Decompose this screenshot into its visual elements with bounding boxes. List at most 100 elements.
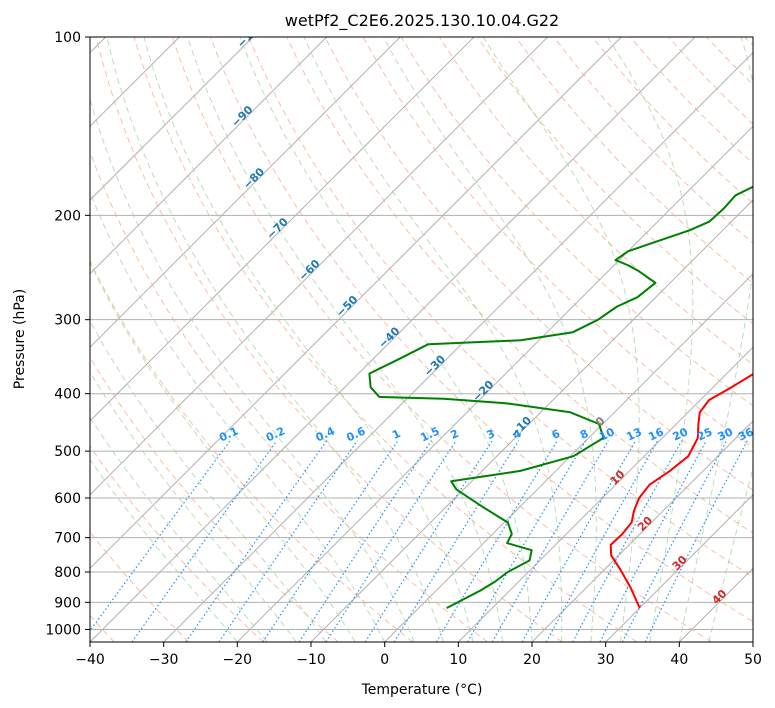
mixing-ratio-line xyxy=(185,440,328,642)
x-tick-label: −40 xyxy=(75,652,105,668)
gridlines xyxy=(90,37,753,642)
x-axis-title: Temperature (°C) xyxy=(361,682,483,698)
mixing-ratio-line xyxy=(644,440,748,642)
moist-adiabat-line xyxy=(106,37,445,642)
isotherm-line xyxy=(457,346,753,642)
dry-adiabat-line xyxy=(553,37,753,244)
dewpoint-line xyxy=(368,185,753,609)
moist-adiabat-line xyxy=(678,37,753,642)
mixing-ratio-line xyxy=(572,440,683,642)
dry-adiabat-label: −30 xyxy=(422,352,449,379)
x-tick-label: −20 xyxy=(223,652,253,668)
temperature-line xyxy=(609,373,753,609)
isotherm-line xyxy=(752,641,753,642)
dry-adiabat-line xyxy=(90,445,264,642)
isotherm-line xyxy=(90,37,328,275)
x-tick-label: 40 xyxy=(670,652,688,668)
mixing-ratio-label: 20 xyxy=(671,425,691,443)
isotherm-line xyxy=(605,493,753,642)
dry-adiabat-line xyxy=(744,37,753,47)
mixing-ratio-label: 36 xyxy=(736,425,756,443)
moist-adiabat-line xyxy=(708,466,753,642)
mixing-ratio-label: 1 xyxy=(390,427,402,442)
mixing-ratio-label: 0.4 xyxy=(314,424,337,444)
plot-frame xyxy=(89,36,754,643)
moist-adiabat-line xyxy=(90,370,297,642)
dry-adiabat-line xyxy=(133,37,638,642)
moist-adiabat-line xyxy=(187,37,503,642)
sounding-series xyxy=(368,185,753,609)
moist-adiabat-line xyxy=(90,416,268,642)
y-tick-label: 1000 xyxy=(45,622,81,638)
dry-adiabat-label: −90 xyxy=(229,103,256,130)
dry-adiabat-line xyxy=(248,37,753,578)
dry-adiabat-line xyxy=(171,37,712,642)
mixing-ratio-label: 0.2 xyxy=(264,424,287,444)
moist-adiabat-line xyxy=(382,37,597,642)
moist-adiabat-line xyxy=(90,97,415,642)
moist-adiabat-line xyxy=(607,37,694,642)
mixing-ratio-line xyxy=(491,440,609,642)
moist-adiabat-line xyxy=(90,320,327,642)
isotherm-line xyxy=(531,420,753,642)
mixing-ratio-line xyxy=(521,440,637,642)
isotherm-line xyxy=(90,37,622,570)
dry-adiabat-line xyxy=(90,356,339,642)
moist-adiabat-line xyxy=(482,37,640,642)
y-tick-label: 500 xyxy=(54,444,81,460)
dry-adiabat-line xyxy=(90,259,414,642)
moist-adiabat-line xyxy=(90,458,238,642)
dry-adiabat-line xyxy=(90,150,488,642)
y-tick-label: 400 xyxy=(54,387,81,403)
dry-adiabat-line xyxy=(515,37,753,284)
dry-adiabat-line xyxy=(591,37,753,204)
x-tick-label: 0 xyxy=(380,652,389,668)
mixing-ratio-label: 16 xyxy=(646,425,666,443)
x-tick-label: 20 xyxy=(523,652,541,668)
isotherm-line xyxy=(90,37,254,201)
x-axis-ticks: −40 −30 −20 −10 0 10 20 30 40 50 xyxy=(75,642,762,668)
isotherm-line xyxy=(90,37,401,349)
mixing-ratio-line xyxy=(393,440,520,642)
moist-adiabats xyxy=(90,37,753,642)
y-axis-ticks: 100 200 300 400 500 600 700 800 900 1000 xyxy=(45,30,90,638)
mixing-ratio-line xyxy=(325,440,457,642)
x-tick-label: −10 xyxy=(296,652,326,668)
dry-adiabat-line xyxy=(706,37,753,86)
chart-title: wetPf2_C2E6.2025.130.10.04.G22 xyxy=(285,11,559,31)
dry-adiabat-line xyxy=(286,37,753,534)
dry-adiabat-label: −100 xyxy=(235,18,267,50)
isotherm-line xyxy=(678,567,753,642)
mixing-ratio-label: 8 xyxy=(578,427,590,442)
y-tick-label: 900 xyxy=(54,595,81,611)
moist-adiabat-line xyxy=(239,37,533,642)
mixing-ratio-line xyxy=(466,440,587,642)
mixing-ratio-line xyxy=(545,440,659,642)
moist-adiabat-line xyxy=(303,37,563,642)
x-tick-label: 10 xyxy=(449,652,467,668)
x-tick-label: 50 xyxy=(744,652,762,668)
y-tick-label: 800 xyxy=(54,565,81,581)
mixing-ratio-label: 3 xyxy=(485,427,497,442)
mixing-ratio-label: 25 xyxy=(695,425,714,443)
dry-adiabat-line xyxy=(90,531,190,642)
mixing-ratio-line xyxy=(131,440,278,642)
y-tick-label: 100 xyxy=(54,30,81,46)
x-tick-label: −30 xyxy=(149,652,179,668)
mixing-ratio-label: 10 xyxy=(597,425,617,443)
isopleth-labels: 0.1 0.2 0.4 0.6 1 1.5 2 3 4 6 8 10 13 16 20 25 30 36−100−… xyxy=(217,18,756,607)
y-tick-label: 300 xyxy=(54,313,81,329)
mixing-ratio-label: 30 xyxy=(716,425,736,443)
dry-adiabat-line xyxy=(668,37,753,125)
mixing-ratio-label: 13 xyxy=(624,425,643,443)
isotherm-line xyxy=(384,272,753,642)
mixing-ratio-line xyxy=(90,440,231,632)
dry-adiabat-label: 40 xyxy=(709,587,729,607)
dry-adiabat-line xyxy=(210,37,753,623)
dry-adiabat-label: −60 xyxy=(296,257,323,284)
isotherm-line xyxy=(90,37,549,496)
moist-adiabat-line xyxy=(90,190,386,642)
dry-adiabat-label: −20 xyxy=(470,378,497,405)
isotherm-line xyxy=(163,51,753,642)
